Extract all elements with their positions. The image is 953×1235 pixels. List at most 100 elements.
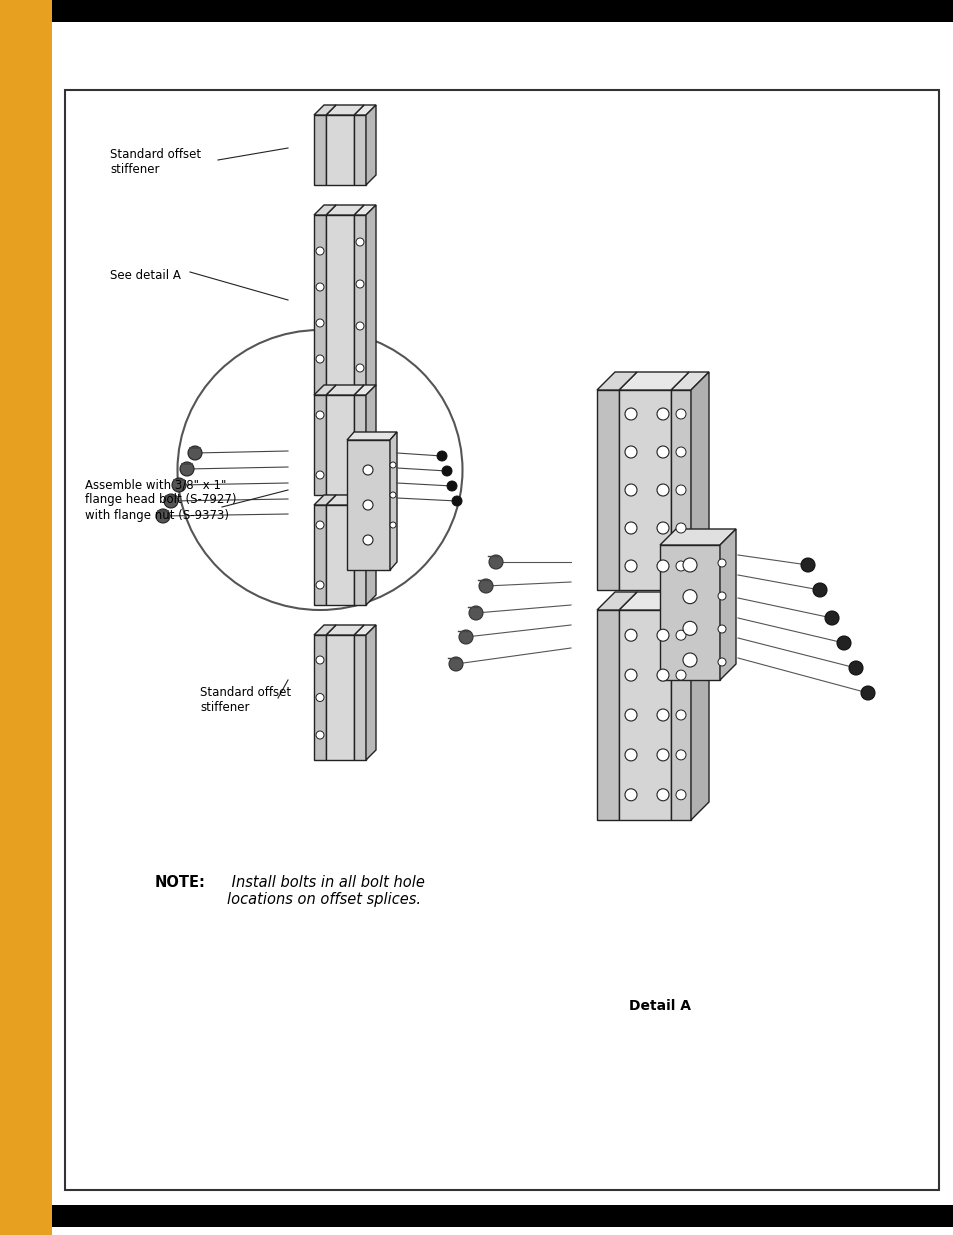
Circle shape <box>676 790 685 800</box>
Circle shape <box>657 484 668 496</box>
Polygon shape <box>347 432 396 440</box>
Circle shape <box>489 555 502 569</box>
Circle shape <box>676 485 685 495</box>
Circle shape <box>164 494 178 508</box>
Polygon shape <box>670 372 708 390</box>
Polygon shape <box>326 495 364 505</box>
Circle shape <box>452 496 461 506</box>
Circle shape <box>441 466 452 475</box>
Polygon shape <box>659 545 720 680</box>
Circle shape <box>469 606 482 620</box>
Circle shape <box>315 471 324 479</box>
Circle shape <box>624 789 637 800</box>
Polygon shape <box>326 105 364 115</box>
Polygon shape <box>597 390 618 590</box>
Circle shape <box>390 492 395 498</box>
Polygon shape <box>597 372 637 390</box>
Circle shape <box>447 480 456 492</box>
Polygon shape <box>597 592 637 610</box>
Polygon shape <box>366 105 375 185</box>
Polygon shape <box>326 385 364 395</box>
Circle shape <box>315 411 324 419</box>
Circle shape <box>657 446 668 458</box>
Circle shape <box>315 521 324 529</box>
Polygon shape <box>354 495 375 505</box>
Polygon shape <box>314 495 335 505</box>
Circle shape <box>657 629 668 641</box>
Circle shape <box>657 709 668 721</box>
Polygon shape <box>314 385 335 395</box>
Polygon shape <box>366 625 375 760</box>
Circle shape <box>156 509 170 522</box>
Circle shape <box>449 657 462 671</box>
Text: Standard offset
stiffener: Standard offset stiffener <box>200 685 291 714</box>
Polygon shape <box>354 115 366 185</box>
Circle shape <box>624 748 637 761</box>
Circle shape <box>657 408 668 420</box>
Circle shape <box>682 558 697 572</box>
Text: NOTE:: NOTE: <box>154 876 206 890</box>
Circle shape <box>848 661 862 676</box>
Polygon shape <box>326 115 354 185</box>
Circle shape <box>676 750 685 760</box>
Polygon shape <box>618 592 688 610</box>
Circle shape <box>188 446 202 459</box>
Polygon shape <box>314 505 326 605</box>
Polygon shape <box>720 529 735 680</box>
Polygon shape <box>354 105 375 115</box>
Polygon shape <box>354 635 366 760</box>
Bar <box>65 90 938 1191</box>
Circle shape <box>624 629 637 641</box>
Circle shape <box>657 669 668 680</box>
Polygon shape <box>670 390 690 590</box>
Circle shape <box>657 522 668 534</box>
Polygon shape <box>314 635 326 760</box>
Polygon shape <box>314 115 326 185</box>
Polygon shape <box>354 505 366 605</box>
Circle shape <box>363 535 373 545</box>
Circle shape <box>315 354 324 363</box>
Circle shape <box>315 247 324 254</box>
Text: Detail A: Detail A <box>628 999 690 1013</box>
Circle shape <box>315 731 324 739</box>
Polygon shape <box>314 205 335 215</box>
Circle shape <box>315 283 324 291</box>
Polygon shape <box>659 529 735 545</box>
Polygon shape <box>354 205 375 215</box>
Circle shape <box>390 462 395 468</box>
Polygon shape <box>618 610 670 820</box>
Polygon shape <box>366 205 375 395</box>
Polygon shape <box>618 372 688 390</box>
Bar <box>52 0 953 22</box>
Polygon shape <box>597 610 618 820</box>
Polygon shape <box>326 625 364 635</box>
Polygon shape <box>314 105 335 115</box>
Circle shape <box>836 636 850 650</box>
Circle shape <box>355 280 364 288</box>
Circle shape <box>624 669 637 680</box>
Circle shape <box>801 558 814 572</box>
Circle shape <box>315 694 324 701</box>
Circle shape <box>657 789 668 800</box>
Polygon shape <box>326 395 354 495</box>
Text: Standard offset
stiffener: Standard offset stiffener <box>110 148 201 177</box>
Polygon shape <box>326 215 354 395</box>
Text: See detail A: See detail A <box>110 268 181 282</box>
Circle shape <box>458 630 473 643</box>
Circle shape <box>682 653 697 667</box>
Circle shape <box>315 580 324 589</box>
Circle shape <box>718 625 725 634</box>
Circle shape <box>624 709 637 721</box>
Circle shape <box>676 409 685 419</box>
Circle shape <box>812 583 826 597</box>
Circle shape <box>624 559 637 572</box>
Bar <box>52 1205 953 1228</box>
Polygon shape <box>366 385 375 495</box>
Circle shape <box>657 559 668 572</box>
Polygon shape <box>690 592 708 820</box>
Circle shape <box>718 592 725 600</box>
Circle shape <box>390 522 395 529</box>
Circle shape <box>861 685 874 700</box>
Circle shape <box>172 478 186 492</box>
Polygon shape <box>618 390 670 590</box>
